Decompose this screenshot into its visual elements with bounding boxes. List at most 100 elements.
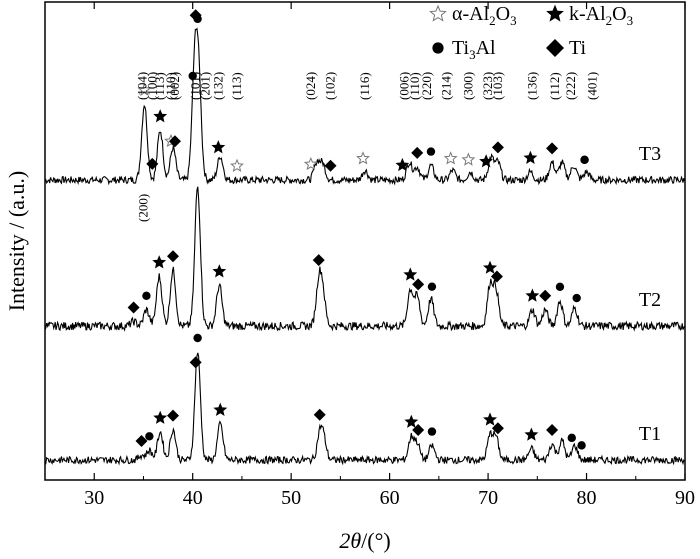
series-label-t1: T1	[639, 423, 661, 445]
peak-annotation: (112)	[547, 72, 562, 100]
legend: α-Al2O3 k-Al2O3 Ti3Al Ti	[429, 3, 633, 62]
marker-star-open-icon	[429, 4, 447, 22]
peak-annotation: (200)	[135, 194, 150, 222]
peak-annotation: (100)	[144, 72, 159, 100]
marker-star-open-icon	[303, 156, 318, 171]
marker-star-filled-icon	[483, 260, 498, 274]
marker-diamond-icon	[167, 250, 179, 263]
plot-frame	[44, 1, 686, 481]
marker-diamond-icon	[135, 435, 148, 448]
series-layer: T3 T2 T1	[44, 27, 686, 466]
marker-diamond-icon	[411, 146, 424, 159]
x-axis: 30 40 50 60 70 80 90	[44, 2, 695, 509]
marker-star-filled-icon	[523, 150, 538, 164]
marker-star-filled-icon	[153, 410, 168, 424]
marker-star-filled-icon	[403, 267, 418, 281]
marker-circle-icon	[432, 42, 444, 54]
marker-circle-icon	[145, 432, 154, 441]
marker-circle-icon	[426, 147, 436, 156]
series-line-t1	[44, 352, 686, 466]
marker-star-filled-icon	[153, 109, 168, 123]
marker-star-filled-icon	[152, 255, 167, 269]
marker-circle-icon	[188, 71, 197, 81]
annotation-layer: (104)(100)(113)(110)(002) (101)(201)(132)…	[134, 72, 599, 222]
peak-annotation: (103)	[490, 72, 505, 100]
series-label-t2: T2	[639, 289, 661, 311]
x-tick-label: 60	[380, 487, 400, 509]
marker-circle-icon	[427, 282, 437, 291]
legend-entry-label: α-Al2O3	[452, 3, 517, 28]
marker-star-open-icon	[230, 158, 244, 172]
x-tick-label: 90	[675, 487, 695, 509]
marker-circle-icon	[567, 433, 576, 443]
peak-annotation: (101)	[188, 72, 203, 100]
legend-entry-label: Ti	[569, 37, 587, 59]
peak-annotation: (116)	[357, 72, 372, 100]
marker-star-filled-icon	[524, 427, 539, 441]
marker-diamond-icon	[146, 157, 159, 170]
marker-star-open-icon	[461, 152, 476, 166]
marker-diamond-icon	[412, 424, 425, 437]
peak-annotation: (201)	[197, 72, 212, 100]
marker-diamond-icon	[491, 422, 504, 435]
marker-diamond-icon	[313, 408, 326, 421]
marker-star-filled-icon	[525, 288, 540, 302]
peak-annotation: (323)	[480, 72, 495, 100]
marker-star-filled-icon	[212, 264, 227, 278]
marker-diamond-icon	[189, 356, 202, 369]
legend-entry-label: k-Al2O3	[569, 3, 633, 28]
peak-annotation: (300)	[460, 72, 475, 100]
marker-diamond-icon	[491, 141, 504, 154]
marker-star-filled-icon	[479, 154, 494, 168]
y-axis-label: Intensity / (a.u.)	[4, 171, 29, 312]
peak-annotation: (104)	[134, 72, 149, 100]
series-line-t2	[44, 186, 686, 332]
marker-circle-icon	[193, 14, 202, 24]
marker-diamond-icon	[168, 135, 181, 148]
x-tick-label: 70	[478, 487, 498, 509]
peak-annotation: (024)	[303, 72, 318, 100]
marker-star-filled-icon	[546, 4, 564, 22]
marker-diamond-icon	[490, 270, 503, 283]
peak-annotation: (136)	[524, 72, 539, 100]
peak-annotation: (002)	[167, 72, 182, 100]
marker-circle-icon	[577, 441, 586, 450]
marker-circle-icon	[142, 291, 151, 300]
x-tick-label: 50	[281, 487, 301, 509]
peak-annotation: (214)	[439, 72, 454, 100]
peak-annotation: (401)	[584, 72, 599, 100]
marker-star-filled-icon	[213, 402, 228, 416]
peak-annotation: (132)	[210, 72, 225, 100]
marker-diamond-icon	[412, 278, 425, 291]
marker-star-open-icon	[356, 151, 370, 165]
peak-annotation: (102)	[323, 72, 338, 100]
marker-star-filled-icon	[211, 140, 226, 154]
marker-star-filled-icon	[483, 412, 498, 426]
peak-annotation: (220)	[419, 72, 434, 100]
marker-diamond-icon	[546, 142, 559, 155]
peak-annotation: (110)	[163, 72, 178, 100]
x-axis-label: 2θ/(°)	[339, 528, 390, 553]
peak-annotation: (113)	[229, 72, 244, 100]
marker-circle-icon	[427, 427, 437, 436]
marker-circle-icon	[572, 293, 581, 303]
marker-diamond-icon	[546, 423, 559, 436]
marker-diamond-icon	[167, 409, 179, 422]
legend-entry-label: Ti3Al	[452, 37, 496, 62]
marker-star-open-icon	[443, 151, 458, 165]
marker-diamond-icon	[312, 254, 325, 267]
x-tick-label: 30	[84, 487, 104, 509]
x-tick-label: 40	[183, 487, 203, 509]
marker-diamond-icon	[127, 301, 140, 314]
peak-annotation: (006)	[396, 72, 411, 100]
marker-circle-icon	[193, 333, 202, 343]
marker-diamond-icon	[546, 39, 564, 57]
marker-star-open-icon	[137, 82, 152, 96]
marker-star-filled-icon	[395, 157, 410, 172]
peak-annotation: (110)	[407, 72, 422, 100]
peak-annotation: (222)	[563, 72, 578, 100]
marker-star-filled-icon	[404, 414, 419, 428]
marker-layer	[127, 9, 589, 450]
marker-diamond-icon	[324, 159, 337, 172]
